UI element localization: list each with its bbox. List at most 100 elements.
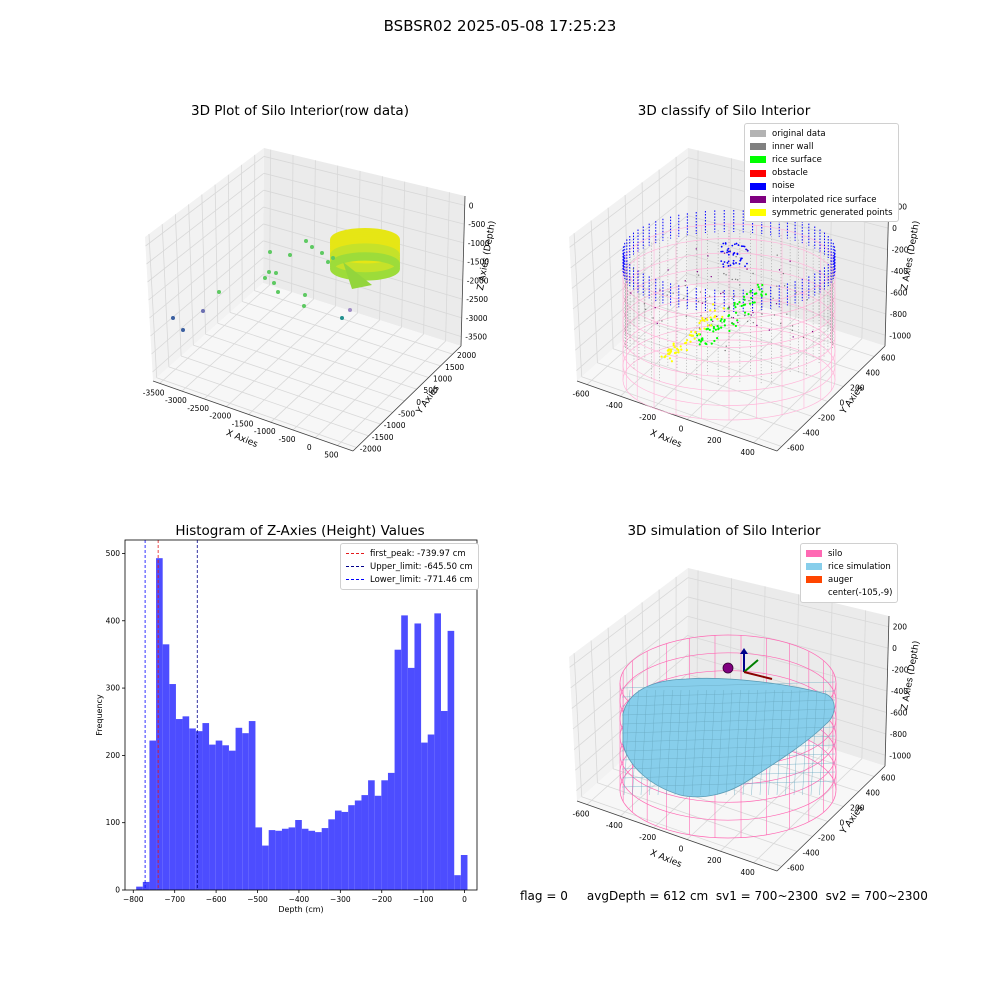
surface-mesh-line (725, 689, 733, 796)
legend-swatch (750, 143, 766, 151)
x-tick-label: 0 (462, 895, 467, 904)
x-tick-label: -400 (606, 821, 623, 830)
scan-point (303, 293, 307, 297)
histogram-bar (434, 613, 441, 890)
original-data-point (666, 294, 668, 296)
histogram-bar (156, 558, 163, 890)
original-data-point (725, 345, 727, 347)
rice-surface-point (716, 337, 719, 340)
histogram-bar (354, 800, 362, 890)
scan-point (348, 308, 352, 312)
legend-label: center(-105,-9) (828, 588, 893, 599)
grid-line (581, 796, 782, 867)
grid-line (687, 234, 887, 293)
legend-swatch (806, 563, 822, 571)
original-data-point (707, 255, 709, 257)
original-data-point (731, 322, 734, 324)
histogram-bar (387, 772, 395, 890)
symmetric-point (693, 337, 696, 340)
legend-line (346, 579, 364, 581)
original-data-point (699, 291, 702, 293)
legend-item: Lower_limit: -771.46 cm (346, 573, 473, 586)
grid-line (292, 326, 402, 431)
rice-surface-point (747, 313, 750, 316)
legend-swatch (750, 209, 766, 217)
scan-point (288, 253, 292, 257)
surface-mesh-line (802, 689, 809, 796)
y-tick-label: 500 (106, 549, 121, 558)
histogram-bar (255, 827, 263, 890)
rice-surface-point (706, 327, 710, 330)
plot-frame (124, 539, 478, 891)
histogram-bar (222, 745, 229, 890)
legend-label: Lower_limit: -771.46 cm (370, 574, 473, 585)
grid-line (291, 154, 294, 293)
original-data-point (729, 249, 731, 252)
original-data-point (704, 318, 707, 320)
x-tick-label: 500 (324, 451, 339, 460)
y-tick-label: -500 (398, 410, 415, 419)
rice-surface-point (705, 342, 708, 346)
noise-point (720, 250, 723, 253)
legend-label: noise (772, 181, 795, 192)
original-data-point (656, 322, 658, 325)
scan-point (302, 304, 306, 308)
original-data-point (724, 349, 726, 352)
histogram-bar (275, 830, 282, 890)
symmetric-point (680, 348, 683, 351)
scan-point (320, 251, 324, 255)
noise-point (743, 245, 746, 248)
panel1-title: 3D Plot of Silo Interior(row data) (191, 103, 409, 119)
histogram-bar (169, 684, 176, 890)
original-data-point (654, 306, 656, 309)
surface-mesh-line (776, 689, 784, 796)
symmetric-point (722, 307, 725, 310)
grid-line (720, 747, 830, 852)
legend-swatch (750, 169, 766, 177)
histogram-bar (421, 742, 428, 890)
original-data-point (696, 271, 699, 273)
grid-line (146, 172, 265, 265)
histogram-bar (209, 744, 216, 890)
scan-point-tail (343, 262, 372, 289)
histogram-bar (401, 615, 408, 890)
histogram-bar (268, 830, 276, 890)
legend-line (346, 566, 364, 568)
z-tick-label: 200 (893, 623, 908, 632)
histogram-bar (454, 875, 461, 890)
original-data-point (752, 311, 754, 314)
grid-line (572, 635, 688, 730)
scan-point (310, 245, 314, 249)
legend-swatch (806, 576, 822, 584)
scan-point (267, 270, 271, 274)
surface-mesh-line (621, 699, 836, 707)
symmetric-point (685, 339, 689, 342)
axis-arrow-x (743, 671, 773, 680)
surface-mesh-line (649, 689, 656, 796)
noise-point (723, 261, 726, 263)
x-axis-label: Depth (cm) (278, 905, 323, 914)
legend-item: symmetric generated points (750, 206, 893, 219)
rice-surface-point (710, 318, 713, 321)
scan-point (304, 239, 308, 243)
scan-point-band (330, 256, 400, 281)
scan-point (326, 260, 330, 264)
grid-line (263, 257, 462, 319)
symmetric-point (673, 346, 676, 349)
scan-point (171, 316, 175, 320)
surface-mesh-line (621, 762, 836, 770)
original-data-point (731, 297, 733, 300)
axis-arrow-z-head (740, 648, 748, 654)
z-tick-label: -1000 (889, 751, 911, 760)
panel2-legend: original data inner wall rice surface ob… (744, 123, 899, 223)
legend-label: interpolated rice surface (772, 194, 877, 205)
original-data-point (734, 278, 737, 280)
y-tick-label: -200 (818, 414, 835, 423)
grid-line (571, 615, 688, 709)
grid-line (150, 240, 264, 337)
histogram-bar (195, 731, 203, 890)
status-footer: flag = 0 avgDepth = 612 cm sv1 = 700~230… (520, 889, 928, 903)
original-data-point (776, 254, 778, 256)
histogram-bar (149, 740, 157, 890)
scan-point (331, 256, 335, 260)
